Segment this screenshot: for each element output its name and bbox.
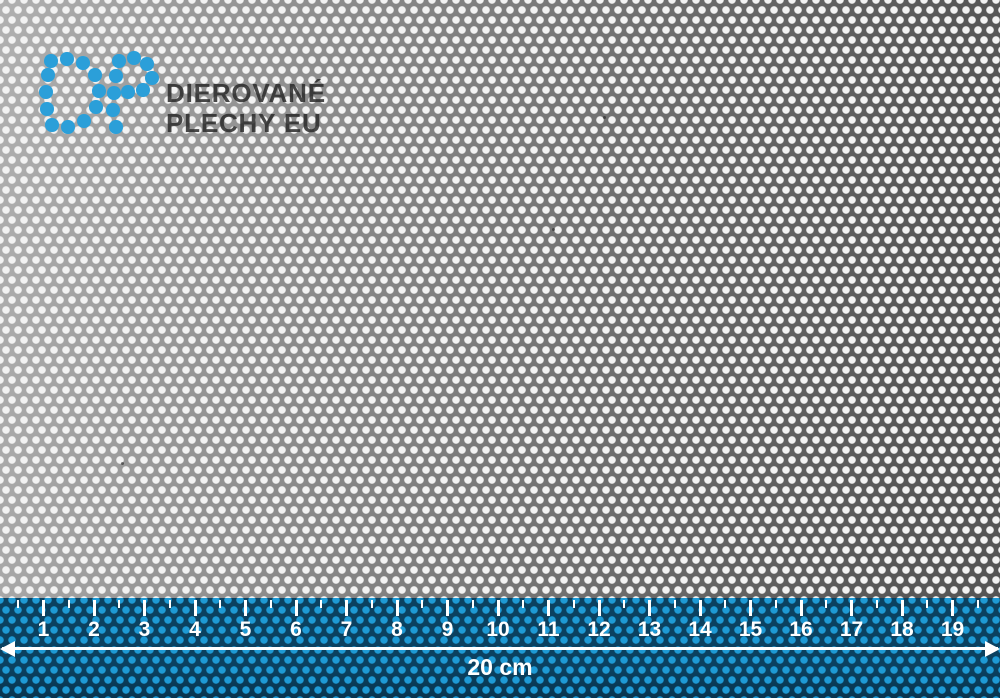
logo-dot [127,51,141,65]
ruler-tick-half [724,600,727,608]
logo-dot [112,54,126,68]
ruler-number: 3 [138,618,151,641]
ruler-tick-cm [648,600,651,616]
logo-dot [77,114,91,128]
ruler-tick-half [118,600,121,608]
ruler-number: 11 [537,618,560,641]
ruler-tick-cm [143,600,146,616]
ruler-number: 6 [290,618,302,641]
ruler-tick-half [370,600,373,608]
arrow-right-icon [985,640,1000,657]
ruler-number: 5 [239,618,252,641]
logo-dot [140,57,154,71]
ruler-tick-cm [345,600,348,616]
ruler-number: 19 [940,618,965,641]
ruler-number: 8 [391,618,403,641]
dust-speck [121,462,124,465]
ruler-number: 13 [637,618,662,641]
ruler-tick-half [269,600,272,608]
ruler-number: 9 [441,618,454,641]
logo-dot [109,69,123,83]
ruler-tick-cm [850,600,853,616]
ruler-number: 7 [340,618,353,641]
ruler-tick-half [67,600,70,608]
ruler-band: 20 cm 1 2 3 4 5 6 7 8 9 10 11 12 13 14 15 16 17 18 19 [0,598,1000,698]
logo-dot [107,86,121,100]
ruler-tick-cm [446,600,449,616]
ruler-tick-cm [496,600,500,616]
ruler-number: 15 [738,618,763,641]
ruler-tick-cm [547,600,550,616]
logo-dot [106,103,120,117]
ruler-number: 14 [688,618,712,641]
ruler-tick-cm [42,600,45,616]
ruler-tick-half [168,600,171,608]
ruler-tick-half [623,600,626,608]
ruler-number: 4 [189,618,201,641]
ruler-tick-half [471,600,474,608]
brand-wordmark-line2: PLECHY EU [166,108,322,138]
ruler-tick-cm [799,600,803,616]
logo-dot [88,68,102,82]
ruler-number: 16 [789,618,813,641]
ruler-number: 1 [37,618,50,641]
ruler-tick-half [875,600,878,608]
ruler-number: 2 [88,618,100,641]
ruler-total-label: 20 cm [467,654,533,680]
ruler-tick-cm [951,600,954,616]
logo-dot [145,71,159,85]
ruler-tick-half [572,600,575,608]
dust-speck [552,228,555,231]
ruler-tick-half [421,600,424,608]
ruler-tick-half [774,600,777,608]
ruler-tick-half [17,600,20,608]
ruler-tick-cm [749,600,752,616]
ruler-span-arrow [0,640,1000,657]
dust-speck [603,116,606,119]
logo-dot [92,84,106,98]
logo-dot [40,102,54,116]
ruler-tick-cm [698,600,702,616]
ruler-tick-half [976,600,979,608]
ruler-tick-cm [597,600,601,616]
logo-dot [89,100,103,114]
logo-dot [136,83,150,97]
logo-dot [39,85,53,99]
logo-dot [60,52,74,66]
brand-wordmark-line1: DIEROVANÉ [166,78,326,108]
ruler-number: 18 [890,618,914,641]
logo-dot [41,68,55,82]
ruler-number: 10 [486,618,510,641]
arrow-left-icon [0,640,15,657]
ruler-tick-half [219,600,222,608]
ruler-tick-half [825,600,828,608]
ruler-tick-half [320,600,323,608]
ruler-tick-cm [193,600,197,616]
ruler-tick-half [522,600,525,608]
ruler-number: 17 [839,618,864,641]
ruler-tick-cm [900,600,904,616]
ruler-tick-half [673,600,676,608]
ruler-tick-cm [395,600,399,616]
logo-dot [109,120,123,134]
ruler-tick-cm [92,600,96,616]
logo-dot [76,56,90,70]
ruler-tick-cm [294,600,298,616]
logo-dot [44,54,58,68]
ruler-tick-cm [244,600,247,616]
logo-dot [61,120,75,134]
logo-dot [121,85,135,99]
ruler-tick-half [926,600,929,608]
logo-dot [45,118,59,132]
ruler-number: 12 [587,618,611,641]
